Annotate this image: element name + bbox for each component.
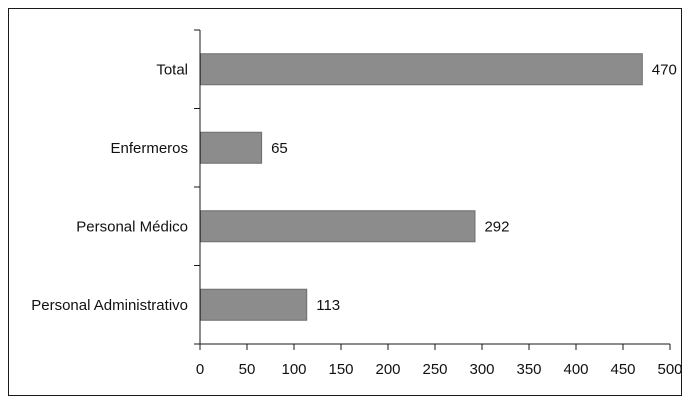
category-label: Total [156, 61, 188, 78]
data-label: 65 [271, 140, 288, 157]
data-label: 113 [316, 297, 340, 314]
category-label: Personal Administrativo [31, 297, 188, 314]
x-tick-label: 250 [422, 361, 447, 378]
x-tick-label: 300 [469, 361, 494, 378]
x-tick-label: 200 [375, 361, 400, 378]
category-label: Personal Médico [76, 218, 188, 235]
x-tick-label: 50 [239, 361, 256, 378]
axis-layer [194, 29, 671, 350]
x-tick-label: 400 [563, 361, 588, 378]
data-label: 470 [652, 61, 677, 78]
x-tick-label: 500 [657, 361, 682, 378]
data-label: 292 [484, 218, 509, 235]
bar [200, 288, 308, 321]
chart-frame [8, 8, 682, 396]
bar [200, 53, 643, 86]
bar [200, 131, 263, 164]
x-tick-label: 150 [328, 361, 353, 378]
x-tick-label: 100 [281, 361, 306, 378]
x-tick-label: 450 [610, 361, 635, 378]
category-label: Enfermeros [110, 140, 188, 157]
labels-layer: Total 470 Enfermeros 65 Personal Médico 292 Pe… [31, 61, 682, 378]
x-tick-label: 0 [196, 361, 204, 378]
bar [200, 210, 476, 243]
bars-layer [200, 53, 643, 321]
x-tick-label: 350 [516, 361, 541, 378]
